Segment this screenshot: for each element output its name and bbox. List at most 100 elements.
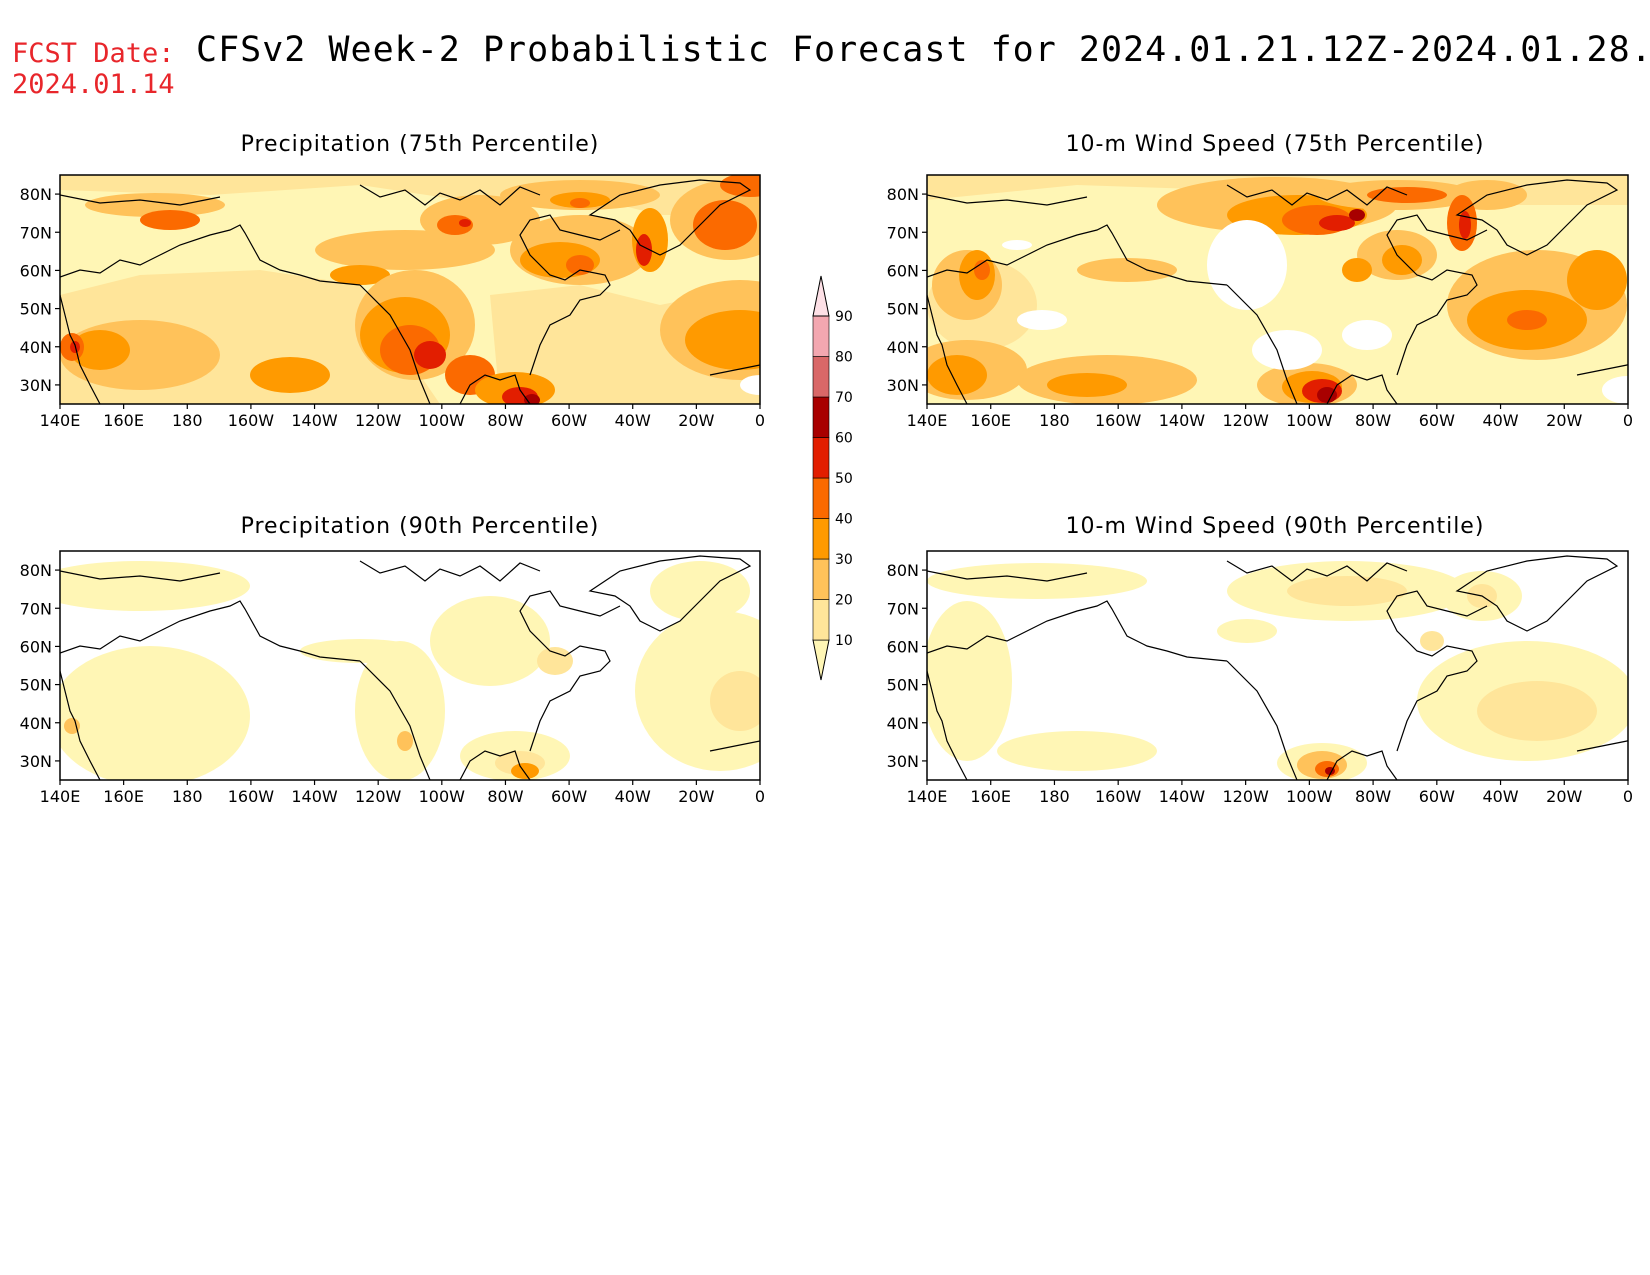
lon-tick-label: 140W bbox=[1159, 787, 1206, 806]
fcst-date-block: FCST Date: 2024.01.14 bbox=[12, 38, 175, 100]
lon-tick-label: 40W bbox=[1482, 411, 1518, 430]
lon-tick-label: 60W bbox=[1419, 411, 1455, 430]
lon-tick-label: 20W bbox=[1546, 411, 1582, 430]
colorbar-swatch bbox=[812, 437, 830, 479]
lat-tick-label: 40N bbox=[20, 338, 52, 357]
colorbar-label: 70 bbox=[835, 390, 853, 406]
lat-tick-label: 40N bbox=[887, 338, 919, 357]
lat-tick-label: 70N bbox=[20, 223, 52, 242]
colorbar-label: 80 bbox=[835, 350, 853, 366]
frame-wind-75 bbox=[926, 174, 1629, 405]
lon-tick-label: 140W bbox=[1159, 411, 1206, 430]
lon-tick-label: 20W bbox=[678, 411, 714, 430]
lon-tick-label: 40W bbox=[615, 787, 651, 806]
lon-tick-label: 100W bbox=[1286, 411, 1333, 430]
lon-tick-label: 140E bbox=[907, 411, 948, 430]
lat-tick-label: 50N bbox=[20, 676, 52, 695]
lon-tick-label: 140E bbox=[40, 411, 81, 430]
lon-tick-label: 40W bbox=[615, 411, 651, 430]
colorbar-label: 10 bbox=[835, 633, 853, 649]
colorbar-swatch bbox=[812, 356, 830, 398]
fcst-date-value: 2024.01.14 bbox=[12, 69, 175, 100]
lon-tick-label: 20W bbox=[678, 787, 714, 806]
colorbar-top-triangle bbox=[812, 275, 830, 317]
lon-tick-label: 60W bbox=[1419, 787, 1455, 806]
colorbar-swatch bbox=[812, 396, 830, 438]
lon-tick-label: 100W bbox=[419, 787, 466, 806]
map-wind-75 bbox=[927, 175, 1628, 404]
fcst-date-label: FCST Date: bbox=[12, 38, 175, 69]
lon-tick-label: 40W bbox=[1482, 787, 1518, 806]
lon-tick-label: 60W bbox=[551, 411, 587, 430]
lon-tick-label: 140E bbox=[907, 787, 948, 806]
lat-tick-label: 70N bbox=[20, 599, 52, 618]
panel-title-precip-90: Precipitation (90th Percentile) bbox=[240, 514, 600, 539]
colorbar: 10 20 30 40 50 60 70 80 90 bbox=[812, 275, 853, 681]
colorbar-swatch bbox=[812, 599, 830, 641]
lat-tick-label: 50N bbox=[20, 300, 52, 319]
lon-tick-label: 120W bbox=[355, 411, 402, 430]
lat-tick-label: 50N bbox=[887, 300, 919, 319]
lon-tick-label: 140W bbox=[291, 787, 338, 806]
main-title: CFSv2 Week-2 Probabilistic Forecast for … bbox=[196, 30, 1650, 70]
lon-tick-label: 0 bbox=[755, 411, 765, 430]
map-wind-90 bbox=[927, 551, 1628, 780]
colorbar-label: 40 bbox=[835, 512, 853, 528]
lat-tick-label: 80N bbox=[20, 185, 52, 204]
lon-tick-label: 180 bbox=[1039, 787, 1070, 806]
lon-tick-label: 160W bbox=[1095, 787, 1142, 806]
lon-tick-label: 140W bbox=[291, 411, 338, 430]
map-precip-75 bbox=[60, 175, 760, 404]
lon-tick-label: 180 bbox=[172, 787, 203, 806]
lat-tick-label: 70N bbox=[887, 599, 919, 618]
lon-tick-label: 0 bbox=[755, 787, 765, 806]
map-precip-90 bbox=[60, 551, 760, 780]
frame-precip-90 bbox=[59, 550, 761, 781]
colorbar-bottom-triangle bbox=[812, 639, 830, 681]
lon-tick-label: 60W bbox=[551, 787, 587, 806]
lon-tick-label: 100W bbox=[419, 411, 466, 430]
lat-tick-label: 80N bbox=[20, 561, 52, 580]
lon-tick-label: 160E bbox=[103, 411, 144, 430]
lon-tick-label: 80W bbox=[487, 787, 523, 806]
lon-tick-label: 20W bbox=[1546, 787, 1582, 806]
colorbar-label: 60 bbox=[835, 431, 853, 447]
colorbar-label: 90 bbox=[835, 309, 853, 325]
lat-tick-label: 30N bbox=[20, 752, 52, 771]
lon-tick-label: 100W bbox=[1286, 787, 1333, 806]
lat-tick-label: 80N bbox=[887, 561, 919, 580]
lon-tick-label: 120W bbox=[1222, 787, 1269, 806]
lon-tick-label: 120W bbox=[1222, 411, 1269, 430]
panel-title-wind-90: 10-m Wind Speed (90th Percentile) bbox=[1065, 514, 1485, 539]
lat-tick-label: 60N bbox=[20, 261, 52, 280]
colorbar-swatch bbox=[812, 558, 830, 600]
colorbar-label: 30 bbox=[835, 552, 853, 568]
frame-wind-90 bbox=[926, 550, 1629, 781]
lat-tick-label: 50N bbox=[887, 676, 919, 695]
lon-tick-label: 180 bbox=[172, 411, 203, 430]
lon-tick-label: 120W bbox=[355, 787, 402, 806]
panel-title-precip-75: Precipitation (75th Percentile) bbox=[240, 132, 600, 157]
lon-tick-label: 80W bbox=[1355, 787, 1391, 806]
lon-tick-label: 80W bbox=[1355, 411, 1391, 430]
lon-tick-label: 80W bbox=[487, 411, 523, 430]
colorbar-label: 20 bbox=[835, 593, 853, 609]
colorbar-swatch bbox=[812, 477, 830, 519]
lat-tick-label: 60N bbox=[20, 637, 52, 656]
lon-tick-label: 160E bbox=[103, 787, 144, 806]
lat-tick-label: 60N bbox=[887, 261, 919, 280]
lon-tick-label: 160W bbox=[228, 787, 275, 806]
lon-tick-label: 160W bbox=[228, 411, 275, 430]
lat-tick-label: 30N bbox=[887, 752, 919, 771]
lon-tick-label: 140E bbox=[40, 787, 81, 806]
lat-tick-label: 60N bbox=[887, 637, 919, 656]
lon-tick-label: 180 bbox=[1039, 411, 1070, 430]
lat-tick-label: 30N bbox=[887, 376, 919, 395]
colorbar-swatch bbox=[812, 518, 830, 560]
colorbar-label: 50 bbox=[835, 471, 853, 487]
lon-tick-label: 0 bbox=[1623, 787, 1633, 806]
lat-tick-label: 40N bbox=[887, 714, 919, 733]
lat-tick-label: 70N bbox=[887, 223, 919, 242]
frame-precip-75 bbox=[59, 174, 761, 405]
panel-title-wind-75: 10-m Wind Speed (75th Percentile) bbox=[1065, 132, 1485, 157]
